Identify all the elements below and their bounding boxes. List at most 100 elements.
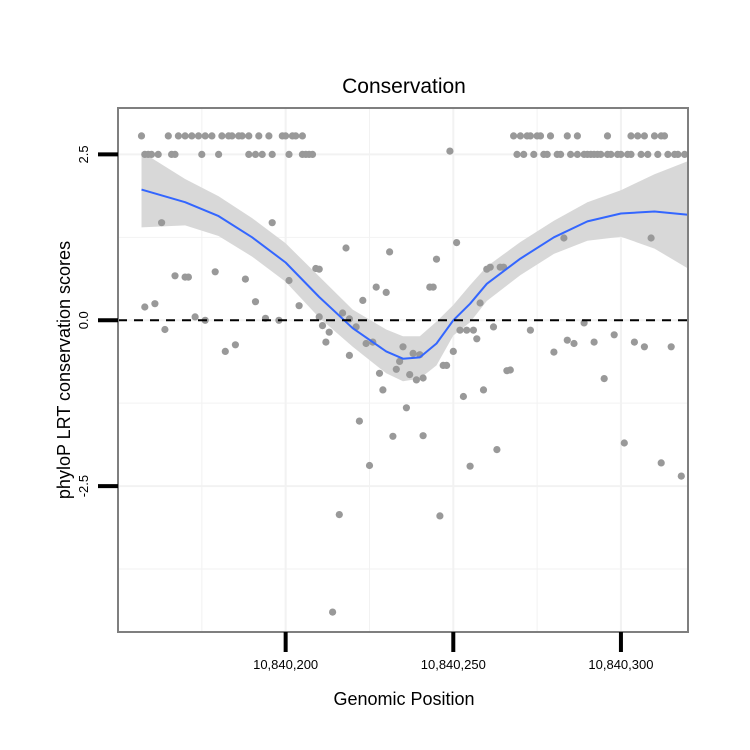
data-point	[446, 147, 454, 155]
data-point	[647, 234, 655, 242]
data-point	[154, 150, 162, 158]
data-point	[282, 132, 290, 140]
data-point	[603, 132, 612, 140]
data-point	[509, 132, 518, 140]
data-point	[456, 326, 464, 334]
data-point	[449, 347, 457, 355]
confidence-band	[141, 151, 688, 382]
data-point	[644, 150, 652, 158]
data-point	[436, 512, 444, 520]
data-points	[137, 132, 689, 616]
x-tick-label: 10,840,300	[588, 657, 653, 672]
data-point	[412, 376, 420, 384]
data-point	[147, 150, 156, 158]
data-point	[597, 150, 605, 158]
data-point	[419, 374, 427, 382]
data-point	[453, 239, 461, 247]
data-point	[469, 326, 477, 334]
data-point	[379, 386, 387, 394]
data-point	[335, 510, 343, 519]
smooth-fit-line	[141, 188, 689, 360]
data-point	[292, 132, 300, 140]
data-point	[265, 132, 273, 140]
data-point	[402, 404, 410, 412]
data-point	[184, 273, 192, 281]
data-point	[372, 283, 380, 291]
data-point	[285, 150, 293, 158]
data-point	[399, 343, 407, 351]
data-point	[466, 462, 474, 470]
data-point	[241, 275, 249, 283]
data-point	[513, 150, 521, 158]
data-point	[610, 331, 618, 339]
data-point	[325, 328, 333, 336]
data-point	[268, 150, 276, 158]
data-point	[255, 132, 263, 140]
data-point	[251, 150, 260, 158]
data-point	[245, 132, 253, 140]
data-point	[530, 150, 538, 158]
data-point	[506, 366, 514, 374]
data-point	[630, 338, 639, 346]
data-point	[382, 288, 390, 296]
data-point	[660, 132, 669, 140]
data-point	[570, 339, 578, 348]
x-axis-title: Genomic Position	[333, 689, 474, 709]
data-point	[667, 343, 675, 351]
data-point	[640, 343, 649, 351]
data-point	[479, 386, 488, 394]
data-point	[627, 150, 635, 158]
data-point	[634, 132, 642, 140]
data-point	[617, 150, 625, 158]
data-point	[228, 132, 236, 140]
data-point	[560, 234, 568, 242]
data-point	[406, 371, 414, 379]
chart-title: Conservation	[342, 75, 466, 98]
data-point	[201, 132, 209, 140]
data-point	[329, 608, 337, 616]
data-point	[657, 459, 665, 467]
x-tick-label: 10,840,250	[421, 657, 486, 672]
panel-border	[117, 107, 689, 633]
data-point	[627, 132, 635, 140]
data-point	[637, 150, 645, 158]
data-point	[181, 132, 189, 140]
data-point	[238, 132, 246, 140]
data-point	[573, 150, 582, 158]
data-point	[573, 132, 582, 140]
data-point	[386, 248, 394, 256]
data-point	[268, 219, 276, 227]
data-point	[161, 325, 169, 334]
data-point	[164, 132, 172, 140]
data-point	[563, 132, 571, 140]
data-point	[607, 150, 615, 158]
data-point	[463, 326, 471, 334]
data-point	[208, 132, 216, 140]
data-point	[342, 244, 350, 252]
data-point	[285, 276, 293, 285]
data-point	[365, 461, 374, 470]
data-point	[174, 132, 182, 140]
data-point	[171, 150, 179, 158]
data-point	[557, 150, 565, 158]
data-point	[396, 357, 404, 365]
data-point	[419, 432, 427, 440]
y-tick-label: 0.0	[76, 311, 91, 329]
confidence-band-area	[141, 151, 688, 382]
data-point	[298, 132, 306, 140]
data-point	[359, 296, 367, 304]
data-point	[245, 150, 253, 158]
y-axis-title: phyloP LRT conservation scores	[54, 241, 74, 499]
data-point	[677, 472, 685, 480]
data-point	[526, 132, 535, 140]
data-point	[429, 283, 437, 291]
data-point	[567, 150, 575, 158]
data-point	[620, 439, 628, 447]
y-tick-label: 2.5	[76, 145, 91, 163]
data-point	[215, 150, 223, 158]
data-point	[158, 219, 166, 227]
data-point	[258, 150, 266, 158]
data-point	[476, 299, 484, 307]
y-tick-label: -2.5	[76, 475, 91, 497]
